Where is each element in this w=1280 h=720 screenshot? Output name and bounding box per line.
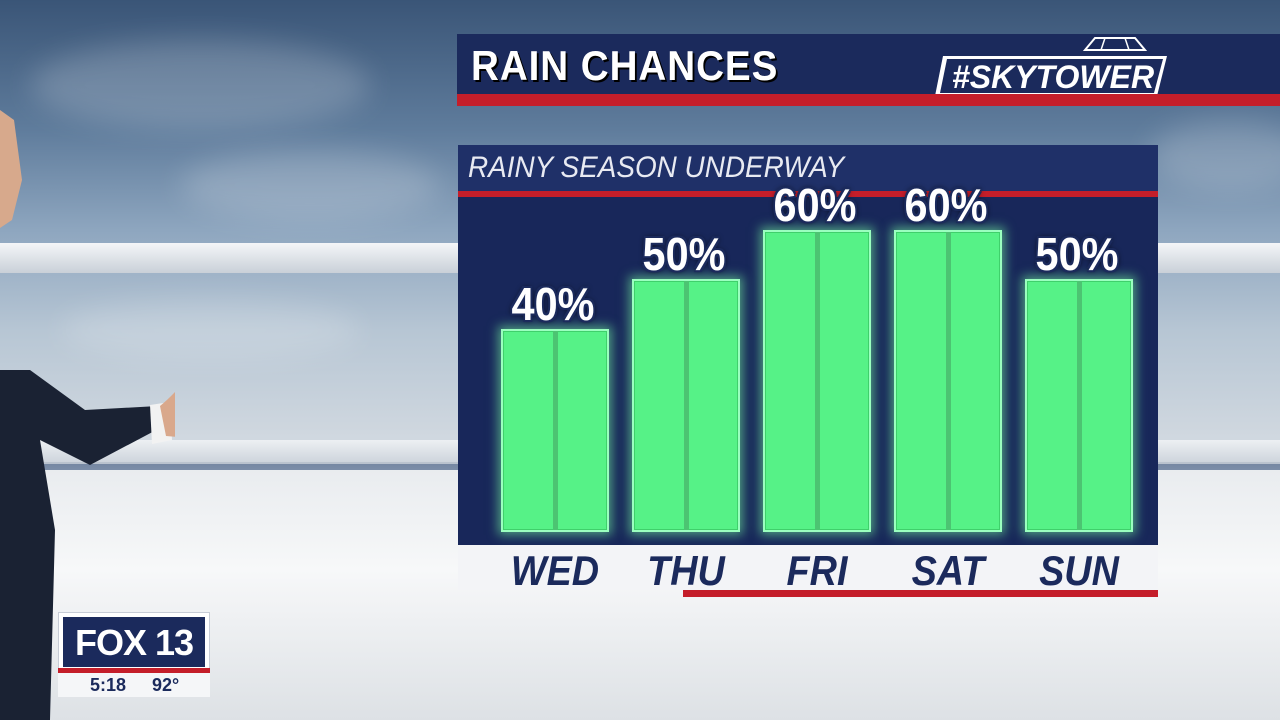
cloud-4: [60, 300, 360, 360]
station-logo: FOX 13: [74, 622, 194, 663]
value-label-wed: 40%: [511, 278, 595, 330]
station-logo-box: FOX 13: [58, 612, 210, 670]
skytower-logo: #SKYTOWER: [935, 37, 1167, 96]
current-time: 5:18: [90, 675, 127, 695]
bar-sat: [894, 229, 1002, 532]
bug-red-stripe: [58, 668, 210, 673]
skytower-logo-text: #SKYTOWER: [952, 59, 1154, 95]
value-label-fri: 60%: [773, 178, 857, 231]
title-bar: RAIN CHANCES #SKYTOWER: [457, 34, 1280, 106]
presenter-figure: [0, 110, 175, 720]
subtitle-red-stripe: [458, 191, 1158, 197]
axis-red-stripe: [683, 590, 1158, 597]
category-label-sun: SUN: [1039, 547, 1119, 594]
cloud-2: [180, 150, 440, 220]
cloud-3: [1150, 120, 1280, 190]
current-temperature: 92°: [152, 675, 180, 695]
station-bug: FOX 13 5:18 92°: [58, 612, 210, 698]
bar-sun: [1025, 279, 1133, 532]
value-label-thu: 50%: [642, 228, 726, 281]
chart-title: RAIN CHANCES: [471, 42, 779, 89]
category-label-fri: FRI: [786, 547, 848, 594]
bar-wed: [501, 329, 609, 532]
category-label-wed: WED: [510, 547, 600, 594]
station-logo-panel: FOX 13: [63, 617, 205, 667]
bar-fri: [763, 229, 871, 532]
value-label-sat: 60%: [904, 178, 988, 231]
time-temp-strip: 5:18 92°: [58, 673, 210, 697]
subtitle-bar: RAINY SEASON UNDERWAY: [458, 145, 1158, 191]
category-label-thu: THU: [647, 547, 725, 594]
category-axis: WED THU FRI SAT SUN: [458, 545, 1158, 594]
chart-subtitle: RAINY SEASON UNDERWAY: [468, 151, 845, 184]
chart-panel: RAINY SEASON UNDERWAY 40% 50% 60% 60% 50%: [458, 145, 1158, 545]
category-label-sat: SAT: [911, 547, 985, 594]
title-red-stripe: [457, 94, 1280, 106]
value-label-sun: 50%: [1035, 228, 1119, 281]
bar-thu: [632, 279, 740, 532]
cloud-1: [30, 40, 370, 130]
